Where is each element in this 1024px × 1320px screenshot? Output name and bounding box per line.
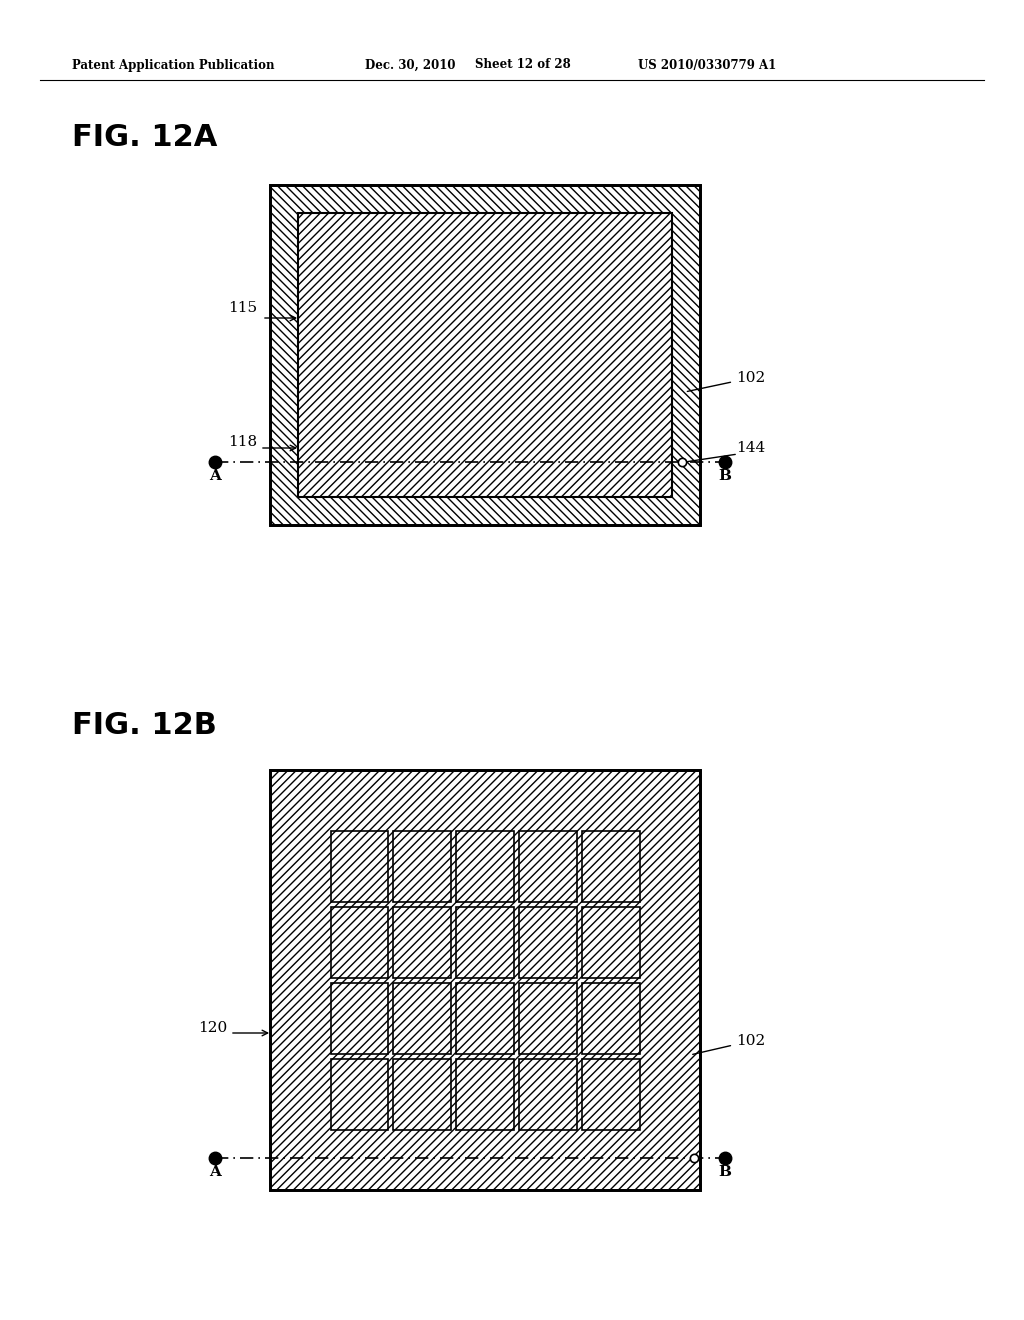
Bar [519,1059,577,1130]
Bar [582,1059,640,1130]
Bar [393,982,452,1053]
Bar [331,907,388,978]
Bar [270,185,700,525]
Bar [331,1059,388,1130]
Bar [456,982,514,1053]
Text: 102: 102 [692,1034,765,1055]
Bar [331,907,388,978]
Text: FIG. 12B: FIG. 12B [72,711,217,741]
Bar [582,1059,640,1130]
Text: 102: 102 [687,371,765,392]
Bar [582,982,640,1053]
Bar [331,830,388,902]
Bar [456,907,514,978]
Text: 144: 144 [736,441,765,455]
Bar [393,830,452,902]
Text: Patent Application Publication: Patent Application Publication [72,58,274,71]
Text: B: B [719,469,731,483]
Text: 120: 120 [198,1020,227,1035]
Bar [298,213,672,498]
Text: Dec. 30, 2010: Dec. 30, 2010 [365,58,456,71]
Bar [456,1059,514,1130]
Bar [456,982,514,1053]
Bar [298,213,672,498]
Bar [519,982,577,1053]
Bar [582,830,640,902]
Text: US 2010/0330779 A1: US 2010/0330779 A1 [638,58,776,71]
Bar [456,907,514,978]
Bar [331,1059,388,1130]
Bar [582,982,640,1053]
Bar [393,1059,452,1130]
Bar [270,770,700,1191]
Bar [456,830,514,902]
Text: A: A [209,1166,221,1179]
Bar [519,907,577,978]
Text: A: A [209,469,221,483]
Bar [519,1059,577,1130]
Bar [393,907,452,978]
Text: B: B [719,1166,731,1179]
Text: Sheet 12 of 28: Sheet 12 of 28 [475,58,570,71]
Bar [519,907,577,978]
Bar [331,982,388,1053]
Bar [331,982,388,1053]
Bar [393,982,452,1053]
Text: 118: 118 [228,436,257,449]
Bar [582,830,640,902]
Bar [270,770,700,1191]
Text: FIG. 12A: FIG. 12A [72,124,217,153]
Text: 115: 115 [228,301,257,315]
Bar [270,185,700,525]
Bar [519,982,577,1053]
Bar [393,1059,452,1130]
Bar [456,1059,514,1130]
Bar [393,907,452,978]
Bar [519,830,577,902]
Bar [331,830,388,902]
Bar [519,830,577,902]
Bar [582,907,640,978]
Bar [393,830,452,902]
Bar [456,830,514,902]
Bar [582,907,640,978]
